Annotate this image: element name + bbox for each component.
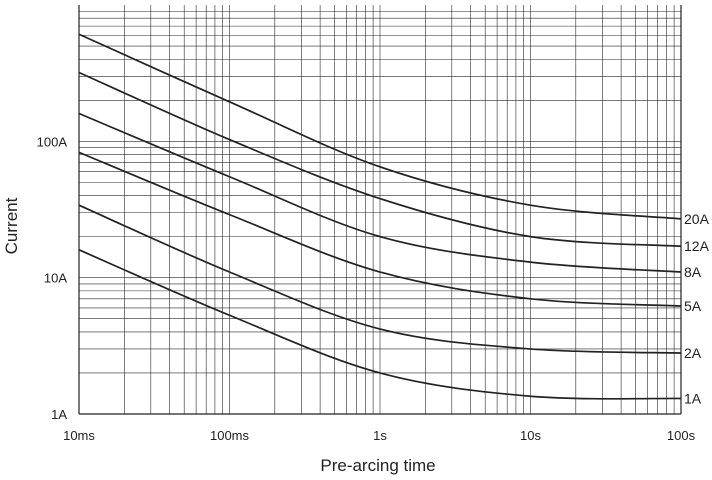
curve-20A: [78, 33, 682, 220]
y-tick-label: 100A: [37, 134, 68, 149]
curve-12A: [78, 71, 682, 248]
x-tick-label: 1s: [373, 428, 387, 443]
x-tick-label: 100s: [667, 428, 696, 443]
grid: [78, 5, 681, 415]
curve-2A: [78, 204, 682, 354]
x-tick-label: 10ms: [63, 428, 95, 443]
series-label-20A: 20A: [684, 211, 710, 227]
series-label-2A: 2A: [684, 345, 702, 361]
series-label-8A: 8A: [684, 264, 702, 280]
y-axis-title: Current: [2, 197, 21, 254]
x-tick-label: 10s: [520, 428, 541, 443]
y-tick-label: 1A: [51, 407, 67, 422]
series-label-12A: 12A: [684, 238, 710, 254]
x-tick-labels: 10ms 100ms 1s 10s 100s: [63, 428, 695, 443]
series-label-1A: 1A: [684, 390, 702, 406]
curve-8A: [78, 112, 682, 273]
curves: [78, 33, 682, 400]
curve-1A: [78, 249, 682, 400]
series-label-5A: 5A: [684, 298, 702, 314]
x-tick-label: 100ms: [210, 428, 250, 443]
series-labels: 20A 12A 8A 5A 2A 1A: [684, 211, 710, 407]
y-tick-label: 10A: [44, 271, 67, 286]
curve-5A: [78, 151, 682, 307]
y-tick-labels: 1A 10A 100A: [37, 134, 68, 422]
x-axis-title: Pre-arcing time: [320, 456, 435, 475]
